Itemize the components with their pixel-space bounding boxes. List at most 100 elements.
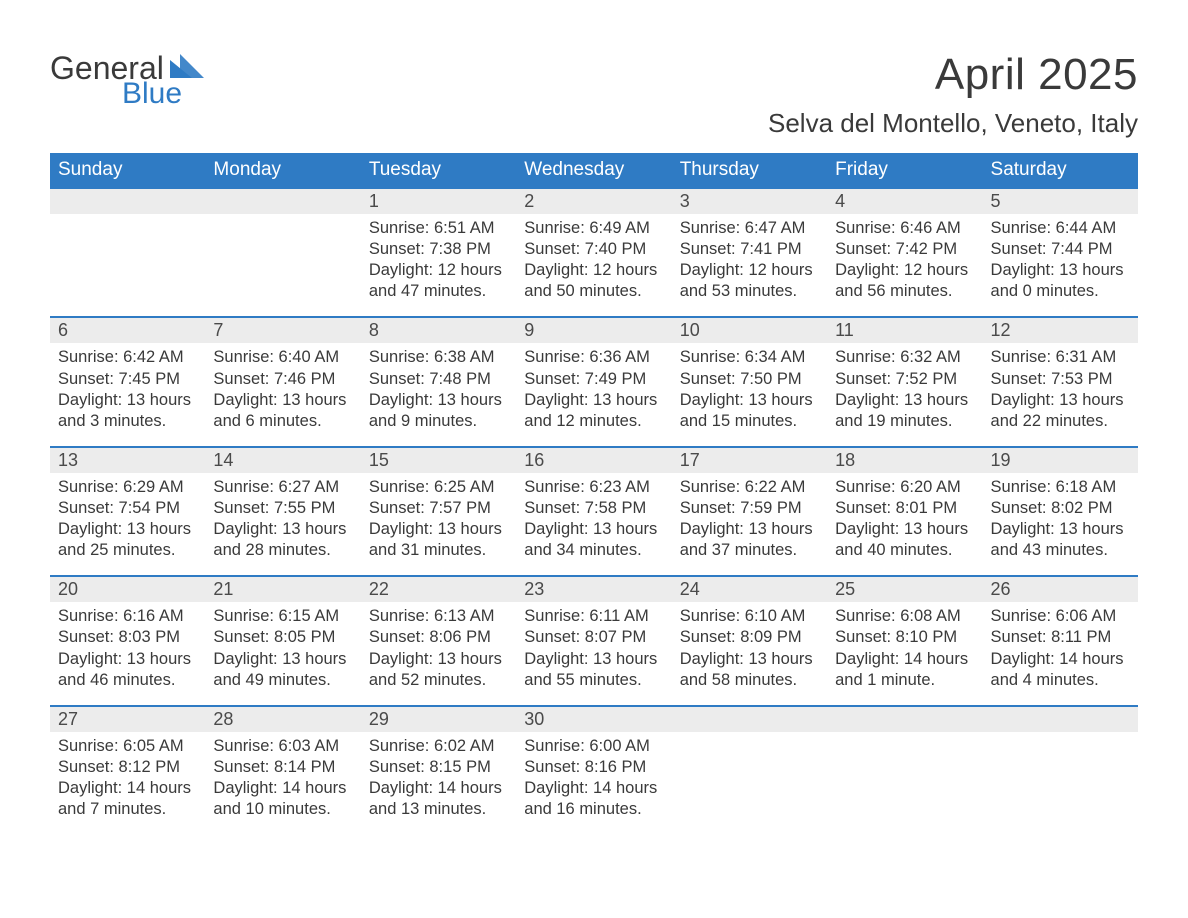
day-number-cell: 27 (50, 706, 205, 732)
daylight-line: Daylight: 13 hours and 46 minutes. (58, 649, 197, 691)
day-number-cell: 7 (205, 317, 360, 343)
sunset-line: Sunset: 8:03 PM (58, 627, 197, 648)
day-number-cell (672, 706, 827, 732)
sunrise-line: Sunrise: 6:46 AM (835, 218, 974, 239)
sunrise-line: Sunrise: 6:18 AM (991, 477, 1130, 498)
daylight-line: Daylight: 14 hours and 1 minute. (835, 649, 974, 691)
location: Selva del Montello, Veneto, Italy (768, 108, 1138, 139)
day-content-cell: Sunrise: 6:31 AMSunset: 7:53 PMDaylight:… (983, 343, 1138, 446)
day-number-cell: 4 (827, 188, 982, 214)
day-content-cell: Sunrise: 6:40 AMSunset: 7:46 PMDaylight:… (205, 343, 360, 446)
day-number-cell: 9 (516, 317, 671, 343)
weekday-header: Monday (205, 153, 360, 188)
day-content-cell: Sunrise: 6:27 AMSunset: 7:55 PMDaylight:… (205, 473, 360, 576)
daylight-line: Daylight: 13 hours and 25 minutes. (58, 519, 197, 561)
weekday-header: Wednesday (516, 153, 671, 188)
daylight-line: Daylight: 13 hours and 0 minutes. (991, 260, 1130, 302)
day-number-cell: 11 (827, 317, 982, 343)
daynum-row: 27282930 (50, 706, 1138, 732)
day-content-cell: Sunrise: 6:25 AMSunset: 7:57 PMDaylight:… (361, 473, 516, 576)
day-number-cell: 18 (827, 447, 982, 473)
day-number-cell: 16 (516, 447, 671, 473)
daylight-line: Daylight: 12 hours and 50 minutes. (524, 260, 663, 302)
sunrise-line: Sunrise: 6:51 AM (369, 218, 508, 239)
day-content-cell: Sunrise: 6:02 AMSunset: 8:15 PMDaylight:… (361, 732, 516, 834)
daylight-line: Daylight: 14 hours and 4 minutes. (991, 649, 1130, 691)
day-content-cell (983, 732, 1138, 834)
sunset-line: Sunset: 8:06 PM (369, 627, 508, 648)
sunset-line: Sunset: 7:40 PM (524, 239, 663, 260)
title-block: April 2025 Selva del Montello, Veneto, I… (768, 50, 1138, 139)
day-content-cell (672, 732, 827, 834)
sunset-line: Sunset: 7:53 PM (991, 369, 1130, 390)
day-number-cell (205, 188, 360, 214)
day-content-cell: Sunrise: 6:05 AMSunset: 8:12 PMDaylight:… (50, 732, 205, 834)
sunset-line: Sunset: 7:57 PM (369, 498, 508, 519)
daynum-row: 12345 (50, 188, 1138, 214)
content-row: Sunrise: 6:42 AMSunset: 7:45 PMDaylight:… (50, 343, 1138, 446)
daylight-line: Daylight: 12 hours and 47 minutes. (369, 260, 508, 302)
daylight-line: Daylight: 13 hours and 52 minutes. (369, 649, 508, 691)
day-content-cell (205, 214, 360, 317)
day-number-cell: 23 (516, 576, 671, 602)
day-number-cell: 22 (361, 576, 516, 602)
logo: General Blue (50, 50, 204, 111)
day-content-cell: Sunrise: 6:15 AMSunset: 8:05 PMDaylight:… (205, 602, 360, 705)
day-number-cell: 2 (516, 188, 671, 214)
daylight-line: Daylight: 13 hours and 43 minutes. (991, 519, 1130, 561)
daynum-row: 20212223242526 (50, 576, 1138, 602)
day-content-cell: Sunrise: 6:06 AMSunset: 8:11 PMDaylight:… (983, 602, 1138, 705)
weekday-header-row: Sunday Monday Tuesday Wednesday Thursday… (50, 153, 1138, 188)
day-content-cell: Sunrise: 6:10 AMSunset: 8:09 PMDaylight:… (672, 602, 827, 705)
daylight-line: Daylight: 14 hours and 13 minutes. (369, 778, 508, 820)
sunrise-line: Sunrise: 6:15 AM (213, 606, 352, 627)
daylight-line: Daylight: 12 hours and 56 minutes. (835, 260, 974, 302)
daylight-line: Daylight: 13 hours and 19 minutes. (835, 390, 974, 432)
daylight-line: Daylight: 13 hours and 9 minutes. (369, 390, 508, 432)
sunrise-line: Sunrise: 6:10 AM (680, 606, 819, 627)
sunset-line: Sunset: 7:48 PM (369, 369, 508, 390)
daylight-line: Daylight: 13 hours and 40 minutes. (835, 519, 974, 561)
day-number-cell: 6 (50, 317, 205, 343)
sunrise-line: Sunrise: 6:22 AM (680, 477, 819, 498)
sunset-line: Sunset: 8:05 PM (213, 627, 352, 648)
sunset-line: Sunset: 7:59 PM (680, 498, 819, 519)
sunrise-line: Sunrise: 6:38 AM (369, 347, 508, 368)
sunrise-line: Sunrise: 6:49 AM (524, 218, 663, 239)
sunrise-line: Sunrise: 6:03 AM (213, 736, 352, 757)
day-content-cell: Sunrise: 6:08 AMSunset: 8:10 PMDaylight:… (827, 602, 982, 705)
day-content-cell: Sunrise: 6:16 AMSunset: 8:03 PMDaylight:… (50, 602, 205, 705)
day-content-cell: Sunrise: 6:22 AMSunset: 7:59 PMDaylight:… (672, 473, 827, 576)
day-number-cell: 20 (50, 576, 205, 602)
daylight-line: Daylight: 13 hours and 28 minutes. (213, 519, 352, 561)
day-content-cell: Sunrise: 6:49 AMSunset: 7:40 PMDaylight:… (516, 214, 671, 317)
daylight-line: Daylight: 13 hours and 15 minutes. (680, 390, 819, 432)
day-number-cell (50, 188, 205, 214)
daylight-line: Daylight: 13 hours and 12 minutes. (524, 390, 663, 432)
content-row: Sunrise: 6:05 AMSunset: 8:12 PMDaylight:… (50, 732, 1138, 834)
sunset-line: Sunset: 7:41 PM (680, 239, 819, 260)
day-content-cell: Sunrise: 6:29 AMSunset: 7:54 PMDaylight:… (50, 473, 205, 576)
sunrise-line: Sunrise: 6:23 AM (524, 477, 663, 498)
daylight-line: Daylight: 13 hours and 22 minutes. (991, 390, 1130, 432)
day-number-cell: 10 (672, 317, 827, 343)
day-number-cell: 8 (361, 317, 516, 343)
sunrise-line: Sunrise: 6:16 AM (58, 606, 197, 627)
sunrise-line: Sunrise: 6:06 AM (991, 606, 1130, 627)
sunset-line: Sunset: 7:38 PM (369, 239, 508, 260)
sunset-line: Sunset: 7:46 PM (213, 369, 352, 390)
day-number-cell: 13 (50, 447, 205, 473)
sunset-line: Sunset: 8:12 PM (58, 757, 197, 778)
day-number-cell (827, 706, 982, 732)
sunset-line: Sunset: 7:49 PM (524, 369, 663, 390)
day-number-cell: 28 (205, 706, 360, 732)
day-number-cell: 3 (672, 188, 827, 214)
day-number-cell: 26 (983, 576, 1138, 602)
sunset-line: Sunset: 8:07 PM (524, 627, 663, 648)
sunrise-line: Sunrise: 6:36 AM (524, 347, 663, 368)
calendar-table: Sunday Monday Tuesday Wednesday Thursday… (50, 153, 1138, 834)
sunrise-line: Sunrise: 6:11 AM (524, 606, 663, 627)
day-content-cell: Sunrise: 6:20 AMSunset: 8:01 PMDaylight:… (827, 473, 982, 576)
day-number-cell: 1 (361, 188, 516, 214)
sunset-line: Sunset: 8:14 PM (213, 757, 352, 778)
